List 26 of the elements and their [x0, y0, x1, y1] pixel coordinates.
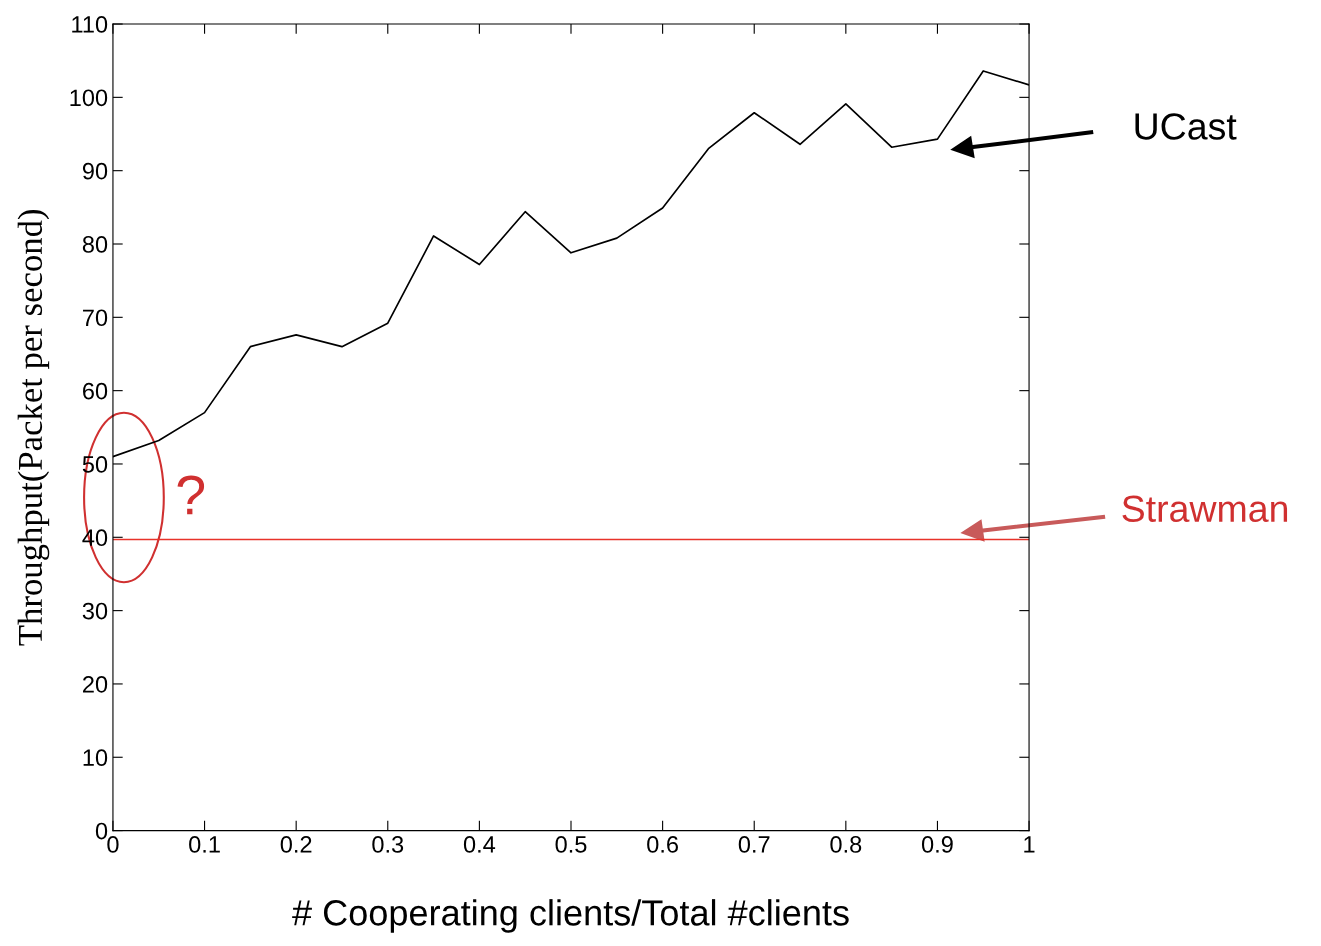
legend-label: UCast: [1135, 113, 1237, 140]
x-tick-label: 0.1: [189, 836, 220, 853]
x-tick-label: 0.9: [921, 836, 953, 853]
x-axis-title: # Cooperating clients/Total #clients: [292, 899, 849, 933]
y-tick-label: 70: [83, 309, 108, 327]
x-tick-label: 0.5: [555, 836, 587, 853]
y-tick-label: 100: [70, 89, 108, 107]
y-tick-label: 30: [82, 602, 108, 620]
y-axis-title: Throughput(Packet per second): [17, 209, 50, 646]
x-tick-label: 0: [107, 836, 119, 853]
y-tick-label: 10: [83, 749, 108, 767]
x-tick-label: 1: [1024, 836, 1035, 853]
x-tick-label: 0.8: [830, 836, 862, 853]
y-tick-label: 90: [82, 162, 108, 180]
x-tick-label: 0.2: [280, 836, 312, 853]
y-tick-label: 0: [95, 822, 108, 840]
y-tick-label: 60: [83, 382, 108, 400]
x-tick-label: 0.4: [463, 836, 496, 853]
annotation: ?: [177, 475, 205, 515]
y-tick-label: 80: [82, 236, 108, 253]
y-tick-label: 20: [83, 676, 108, 693]
text: Strawman: [1122, 495, 1288, 523]
x-tick-label: 0.6: [647, 836, 678, 853]
y-tick-label: 110: [72, 16, 108, 33]
x-tick-label: 0.3: [372, 836, 404, 853]
x-tick-label: 0.7: [738, 836, 770, 853]
